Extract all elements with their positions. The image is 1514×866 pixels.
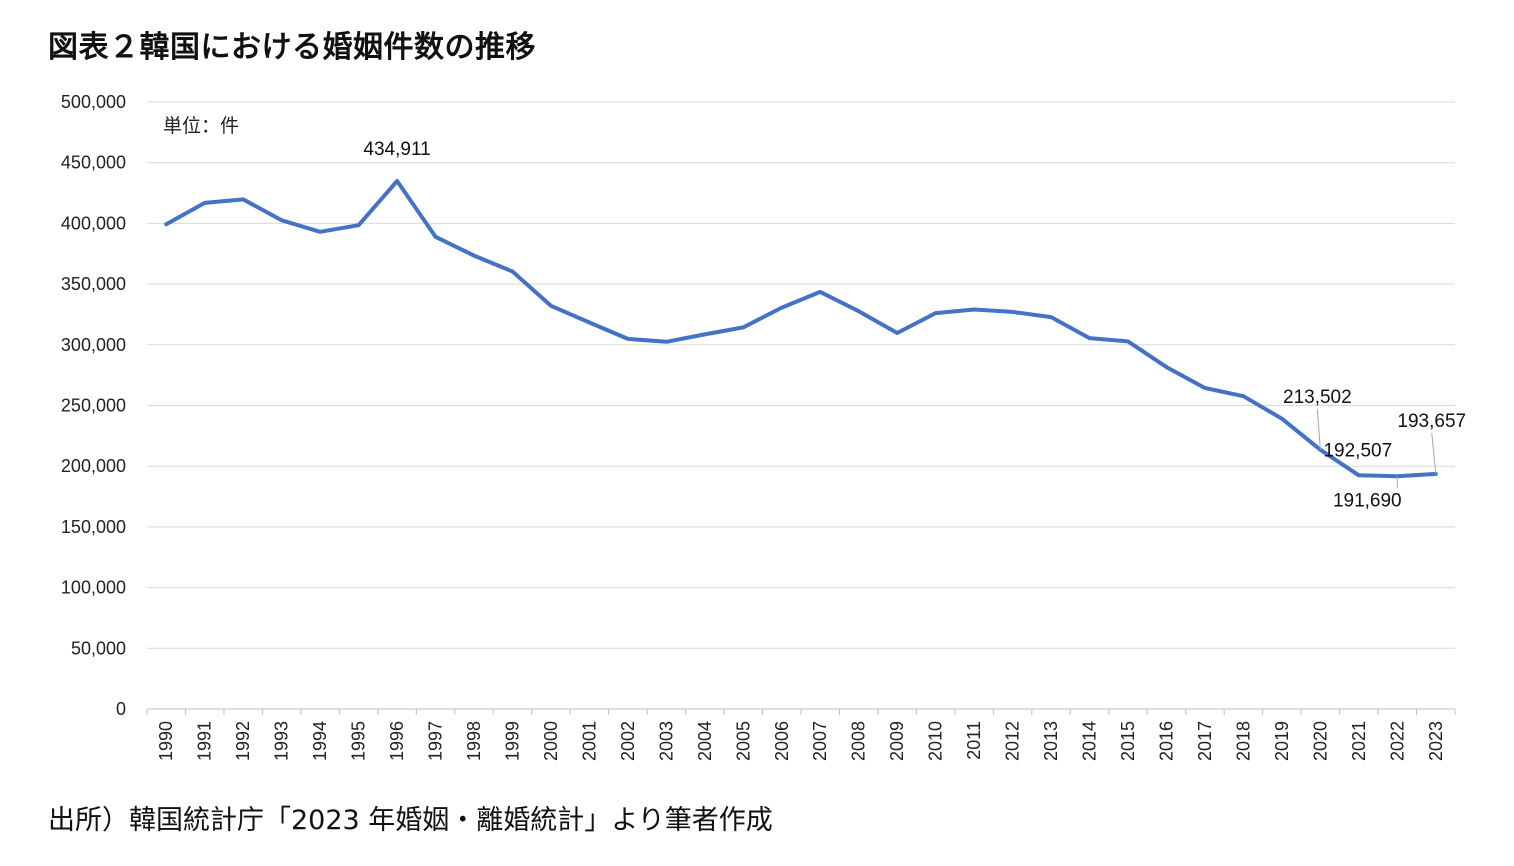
y-tick-label: 200,000 (61, 456, 126, 476)
x-tick-label: 2016 (1156, 721, 1176, 761)
x-tick-label: 2008 (849, 721, 869, 761)
x-tick-label: 2017 (1195, 721, 1215, 761)
x-tick-label: 1992 (233, 721, 253, 761)
y-tick-label: 300,000 (61, 335, 126, 355)
x-tick-label: 2011 (964, 721, 984, 760)
series-line (164, 179, 1438, 479)
x-tick-label: 2021 (1349, 721, 1369, 761)
chart-title: 図表２韓国における婚姻件数の推移 (48, 30, 536, 65)
x-tick-label: 2018 (1233, 721, 1253, 761)
x-tick-label: 2007 (810, 721, 830, 761)
data-label: 191,690 (1333, 490, 1402, 511)
x-tick-label: 2009 (887, 721, 907, 761)
y-tick-label: 0 (116, 699, 126, 719)
x-tick-label: 2005 (733, 721, 753, 761)
x-tick-label: 1997 (426, 721, 446, 761)
x-tick-label: 1994 (310, 721, 330, 761)
x-tick-label: 2020 (1310, 721, 1330, 761)
x-tick-label: 1990 (156, 721, 176, 761)
x-tick-label: 1996 (387, 721, 407, 761)
y-tick-label: 450,000 (61, 153, 126, 173)
unit-label: 単位：件 (163, 115, 239, 137)
x-tick-label: 2012 (1003, 721, 1023, 761)
y-tick-label: 400,000 (61, 213, 126, 233)
x-tick-label: 2004 (695, 721, 715, 761)
x-tick-label: 1999 (502, 721, 522, 761)
annotation-leader (1431, 432, 1437, 474)
line-chart: 0 50,000 100,000 150,000 200,000 250,000 300,0… (61, 92, 1466, 761)
x-tick-label: 2006 (772, 721, 792, 761)
x-tick-label: 2023 (1426, 721, 1446, 761)
x-tick-label: 2003 (656, 721, 676, 761)
x-tick-label: 1998 (464, 721, 484, 761)
y-tick-label: 500,000 (61, 92, 126, 112)
source-note: 出所）韓国統計庁「2023 年婚姻・離婚統計」より筆者作成 (48, 805, 773, 836)
x-tick-label: 2000 (541, 721, 561, 761)
x-tick-label: 2001 (579, 721, 599, 761)
y-tick-label: 350,000 (61, 274, 126, 294)
data-label: 192,507 (1323, 440, 1392, 461)
x-tick-label: 2002 (618, 721, 638, 761)
x-tick-label: 1993 (272, 721, 292, 761)
x-tick-label: 2015 (1118, 721, 1138, 761)
x-tick-label: 2010 (926, 721, 946, 761)
x-tick-label: 1995 (349, 721, 369, 761)
x-tick-label: 2013 (1041, 721, 1061, 761)
y-tick-label: 100,000 (61, 578, 126, 598)
x-tick-label: 2019 (1272, 721, 1292, 761)
data-label: 213,502 (1283, 387, 1352, 408)
data-label: 434,911 (363, 139, 430, 160)
y-tick-label: 50,000 (71, 638, 126, 658)
y-tick-label: 150,000 (61, 517, 126, 537)
x-tick-label: 1991 (195, 721, 215, 761)
x-tick-label: 2014 (1080, 721, 1100, 761)
x-tick-label: 2022 (1387, 721, 1407, 761)
data-label: 193,657 (1397, 411, 1466, 432)
annotation-leader (1316, 408, 1321, 450)
y-tick-label: 250,000 (61, 396, 126, 416)
